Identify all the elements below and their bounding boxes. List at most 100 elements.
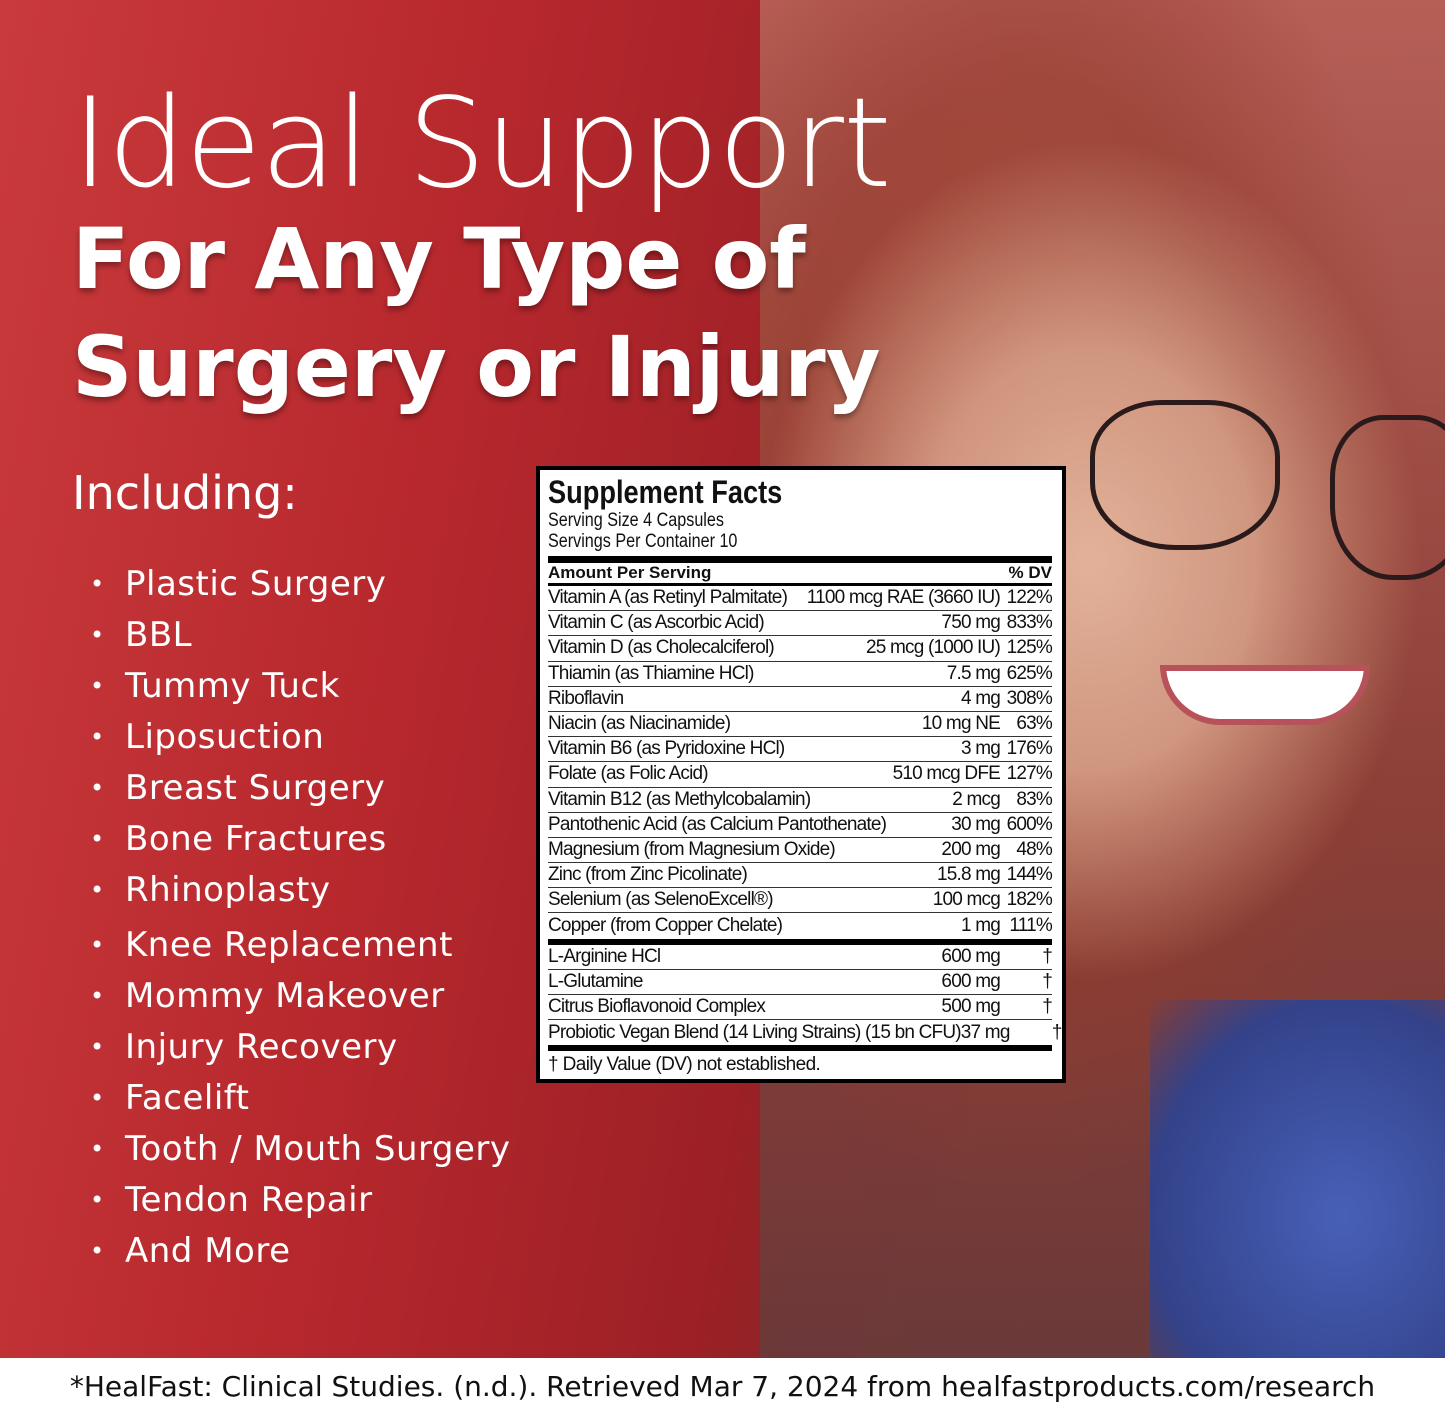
nutrient-name: Pantothenic Acid (as Calcium Pantothenat… xyxy=(548,813,887,835)
nutrient-row: Vitamin D (as Cholecalciferol) 25 mcg (10… xyxy=(548,636,1053,662)
bullet-icon: • xyxy=(90,1083,105,1112)
procedure-label: Plastic Surgery xyxy=(125,563,387,604)
bullet-icon: • xyxy=(90,620,105,649)
facts-title: Supplement Facts xyxy=(548,474,783,510)
nutrient-name: Niacin (as Niacinamide) xyxy=(548,713,731,735)
nutrient-amount: 750 mg xyxy=(941,612,1000,634)
nutrient-name: Vitamin C (as Ascorbic Acid) xyxy=(548,612,765,634)
nutrient-dv: 127% xyxy=(1006,763,1053,785)
nutrient-row: Copper (from Copper Chelate) 1 mg 111% xyxy=(548,913,1053,938)
nutrient-row: Selenium (as SelenoExcell®) 100 mcg 182% xyxy=(548,888,1053,914)
nutrient-dv: 176% xyxy=(1006,738,1053,760)
nutrient-dv: 125% xyxy=(1006,637,1053,659)
procedure-item: • Plastic Surgery xyxy=(90,558,511,609)
nutrient-dv: 308% xyxy=(1006,687,1053,709)
vitamin-rows: Vitamin A (as Retinyl Palmitate) 1100 mcg… xyxy=(548,586,1053,939)
nutrient-name: Folate (as Folic Acid) xyxy=(548,763,709,785)
nutrient-name: Magnesium (from Magnesium Oxide) xyxy=(548,838,836,860)
nutrient-amount: 1100 mcg RAE (3660 IU) xyxy=(806,587,1001,609)
nutrient-dv: † xyxy=(1042,996,1053,1018)
facts-header: Amount Per Serving % DV xyxy=(548,563,1052,586)
nutrient-row: Vitamin C (as Ascorbic Acid) 750 mg 833% xyxy=(548,611,1053,637)
nutrient-amount: 10 mg NE xyxy=(921,713,1001,735)
procedure-label: Knee Replacement xyxy=(125,924,453,965)
nutrient-dv: 833% xyxy=(1006,612,1053,634)
procedure-label: Rhinoplasty xyxy=(125,869,331,910)
including-label: Including: xyxy=(72,466,298,520)
procedure-item: • Breast Surgery xyxy=(90,762,511,813)
bullet-icon: • xyxy=(90,1185,105,1214)
nutrient-name: Riboflavin xyxy=(548,687,624,709)
procedure-label: Tooth / Mouth Surgery xyxy=(125,1128,511,1169)
bullet-icon: • xyxy=(90,875,105,904)
nutrient-amount: 7.5 mg xyxy=(946,662,1001,684)
nutrient-amount: 37 mg xyxy=(960,1021,1011,1043)
nutrient-dv: 144% xyxy=(1006,864,1053,886)
nutrient-row: Vitamin B6 (as Pyridoxine HCl) 3 mg 176% xyxy=(548,737,1053,763)
headline-line-2: For Any Type of xyxy=(72,210,806,308)
nutrient-dv: 600% xyxy=(1006,813,1053,835)
procedure-item: • Rhinoplasty xyxy=(90,864,511,915)
bullet-icon: • xyxy=(90,773,105,802)
denim-shirt xyxy=(1150,1000,1445,1358)
nutrient-row: Folate (as Folic Acid) 510 mcg DFE 127% xyxy=(548,762,1053,788)
nutrient-row: Pantothenic Acid (as Calcium Pantothenat… xyxy=(548,813,1053,838)
nutrient-amount: 1 mg xyxy=(960,915,1001,937)
bullet-icon: • xyxy=(90,569,105,598)
nutrient-name: Citrus Bioflavonoid Complex xyxy=(548,996,766,1018)
nutrient-row: Vitamin B12 (as Methylcobalamin) 2 mcg 83% xyxy=(548,788,1053,813)
nutrient-name: Selenium (as SelenoExcell®) xyxy=(548,889,774,911)
nutrient-name: Vitamin B6 (as Pyridoxine HCl) xyxy=(548,738,785,760)
other-ingredient-rows: L-Arginine HCl 600 mg † L-Glutamine 600 mg † C… xyxy=(548,945,1062,1046)
nutrient-name: Vitamin A (as Retinyl Palmitate) xyxy=(548,587,788,609)
procedure-label: Facelift xyxy=(125,1077,250,1118)
bullet-icon: • xyxy=(90,824,105,853)
procedure-item: • Tendon Repair xyxy=(90,1174,511,1225)
nutrient-row: Niacin (as Niacinamide) 10 mg NE 63% xyxy=(548,712,1053,738)
serving-size: Serving Size 4 Capsules xyxy=(548,510,724,531)
glasses-left-lens xyxy=(1090,400,1280,550)
bullet-icon: • xyxy=(90,1032,105,1061)
procedure-item: • And More xyxy=(90,1225,511,1276)
procedure-label: BBL xyxy=(125,614,193,655)
nutrient-name: Zinc (from Zinc Picolinate) xyxy=(548,864,748,886)
nutrient-amount: 15.8 mg xyxy=(936,864,1001,886)
bullet-icon: • xyxy=(90,981,105,1010)
nutrient-amount: 510 mcg DFE xyxy=(892,763,1001,785)
bullet-icon: • xyxy=(90,671,105,700)
headline-line-3: Surgery or Injury xyxy=(72,318,881,416)
nutrient-amount: 600 mg xyxy=(941,945,1000,967)
nutrient-name: Copper (from Copper Chelate) xyxy=(548,915,783,937)
nutrient-amount: 2 mcg xyxy=(952,788,1001,810)
divider xyxy=(548,938,1052,945)
nutrient-dv: 122% xyxy=(1006,587,1053,609)
nutrient-name: L-Glutamine xyxy=(548,970,644,992)
procedure-label: And More xyxy=(125,1230,291,1271)
citation-footer: *HealFast: Clinical Studies. (n.d.). Ret… xyxy=(0,1358,1445,1415)
nutrient-amount: 30 mg xyxy=(951,813,1001,835)
procedure-item: • Bone Fractures xyxy=(90,813,511,864)
procedure-label: Tummy Tuck xyxy=(125,665,340,706)
nutrient-name: Vitamin D (as Cholecalciferol) xyxy=(548,637,775,659)
supplement-facts-panel: Supplement Facts Serving Size 4 Capsules… xyxy=(536,466,1066,1083)
nutrient-amount: 3 mg xyxy=(960,738,1001,760)
bullet-icon: • xyxy=(90,1236,105,1265)
footnote: † Daily Value (DV) not established. xyxy=(548,1054,821,1076)
servings-per-container: Servings Per Container 10 xyxy=(548,531,738,552)
nutrient-dv: † xyxy=(1051,1021,1063,1043)
nutrient-amount: 25 mcg (1000 IU) xyxy=(866,637,1001,659)
procedure-item: • BBL xyxy=(90,609,511,660)
bullet-icon: • xyxy=(90,722,105,751)
nutrient-name: Thiamin (as Thiamine HCl) xyxy=(548,662,754,684)
nutrient-dv: 625% xyxy=(1006,662,1053,684)
nutrient-row: L-Glutamine 600 mg † xyxy=(548,970,1053,995)
procedure-label: Injury Recovery xyxy=(125,1026,398,1067)
divider xyxy=(548,1045,1052,1052)
nutrient-amount: 600 mg xyxy=(941,970,1000,992)
procedure-item: • Injury Recovery xyxy=(90,1021,511,1072)
procedure-item: • Facelift xyxy=(90,1072,511,1123)
procedure-list: • Plastic Surgery • BBL • Tummy Tuck • Liposuct… xyxy=(90,558,511,1276)
procedure-item: • Knee Replacement xyxy=(90,919,511,970)
nutrient-dv: 63% xyxy=(1016,713,1052,735)
nutrient-dv: 83% xyxy=(1016,788,1052,810)
